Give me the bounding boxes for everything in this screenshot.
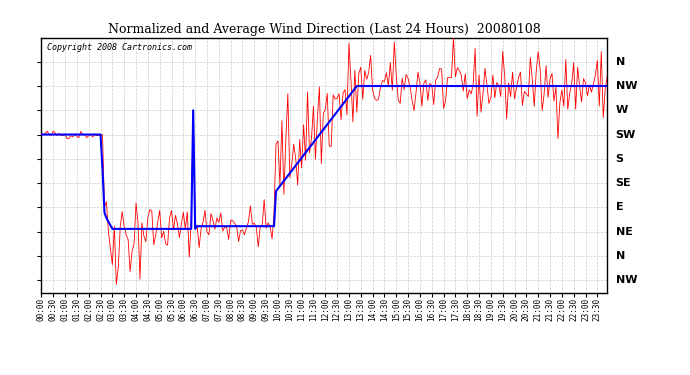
Text: N: N [615, 251, 624, 261]
Text: E: E [615, 202, 623, 212]
Text: Copyright 2008 Cartronics.com: Copyright 2008 Cartronics.com [47, 43, 192, 52]
Text: SW: SW [615, 129, 635, 140]
Text: NW: NW [615, 275, 637, 285]
Text: NW: NW [615, 81, 637, 91]
Text: W: W [615, 105, 628, 115]
Text: N: N [615, 57, 624, 67]
Title: Normalized and Average Wind Direction (Last 24 Hours)  20080108: Normalized and Average Wind Direction (L… [108, 23, 541, 36]
Text: S: S [615, 154, 624, 164]
Text: SE: SE [615, 178, 631, 188]
Text: NE: NE [615, 226, 633, 237]
